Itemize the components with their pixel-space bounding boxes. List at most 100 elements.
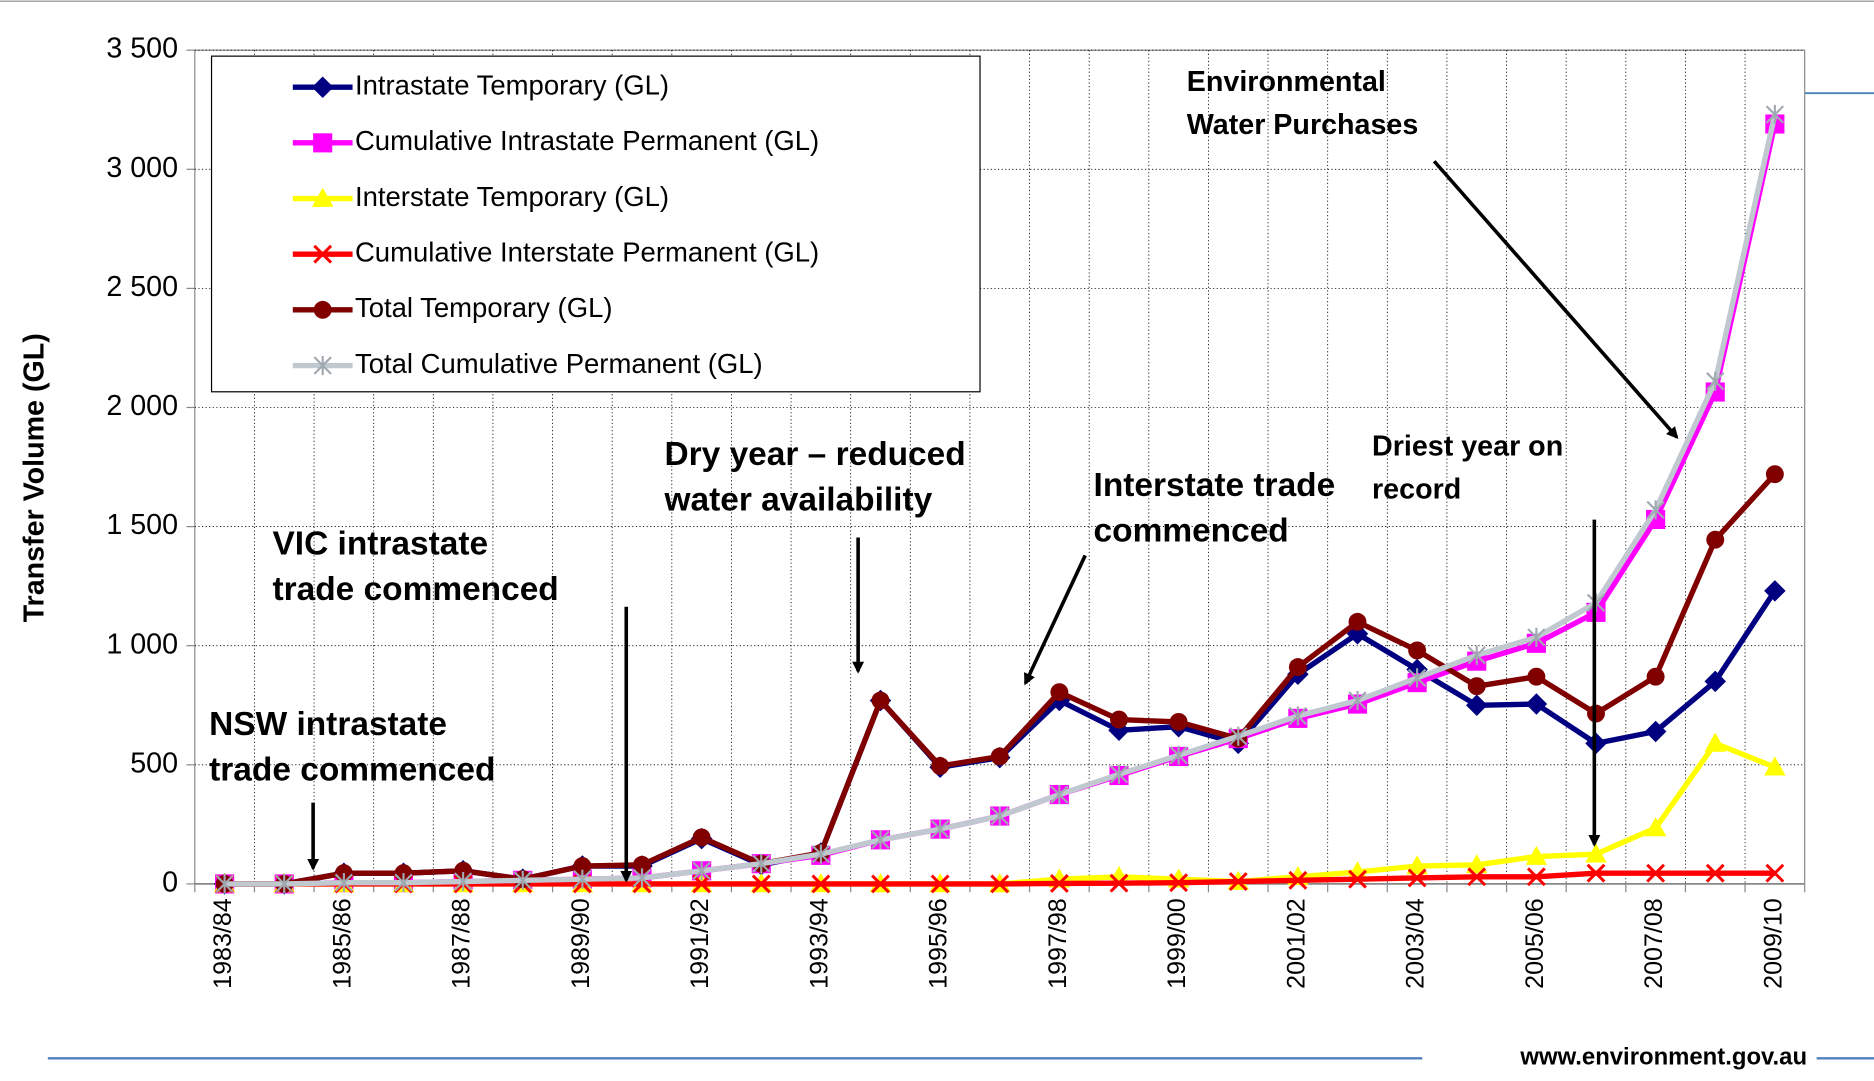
- marker-star: [334, 873, 353, 893]
- legend-label: Intrastate Temporary (GL): [355, 69, 669, 100]
- marker-circle: [1169, 712, 1188, 731]
- marker-circle: [931, 757, 950, 775]
- marker-star: [930, 819, 950, 839]
- marker-x: [1586, 863, 1606, 883]
- marker-circle: [313, 300, 332, 319]
- x-tick-label: 2001/02: [1282, 898, 1310, 989]
- marker-circle: [1765, 465, 1784, 484]
- x-tick-label: 1985/86: [328, 898, 356, 989]
- footer: www.environment.gov.au: [1519, 1044, 1807, 1071]
- marker-star: [692, 861, 711, 881]
- y-axis-title: Transfer Volume (GL): [18, 333, 50, 622]
- marker-star: [752, 854, 771, 874]
- annotation: VIC intrastate: [272, 526, 488, 563]
- x-tick-label: 1997/98: [1044, 898, 1072, 989]
- marker-star: [871, 830, 890, 850]
- marker-x: [1467, 867, 1487, 887]
- marker-x: [930, 874, 950, 894]
- annotation: Dry year – reduced: [665, 436, 966, 473]
- marker-star: [573, 869, 592, 889]
- marker-x: [1109, 873, 1129, 893]
- marker-diamond: [1465, 694, 1488, 717]
- y-tick-label: 1 500: [106, 509, 178, 541]
- marker-circle: [1646, 667, 1665, 686]
- x-tick-label: 2005/06: [1521, 898, 1549, 989]
- marker-star: [1765, 104, 1785, 125]
- series: [215, 104, 1785, 894]
- marker-triangle: [1406, 855, 1428, 875]
- marker-circle: [1706, 530, 1725, 549]
- x-tick-label: 1987/88: [448, 898, 476, 989]
- marker-star: [313, 355, 332, 376]
- marker-circle: [990, 747, 1009, 766]
- marker-triangle: [1108, 866, 1130, 886]
- legend-label: Interstate Temporary (GL): [355, 181, 669, 212]
- marker-diamond: [1704, 670, 1727, 693]
- annotation: commenced: [1094, 513, 1289, 550]
- marker-star: [453, 871, 473, 892]
- marker-circle: [1288, 658, 1307, 677]
- x-tick-label: 1991/92: [686, 898, 714, 989]
- marker-star: [1109, 764, 1129, 784]
- marker-triangle: [1644, 817, 1667, 837]
- marker-circle: [1408, 641, 1427, 660]
- marker-x: [1288, 870, 1308, 890]
- marker-x: [990, 874, 1010, 894]
- marker-star: [1407, 668, 1427, 688]
- x-tick-label: 1993/94: [805, 898, 833, 989]
- annotation: Environmental: [1187, 66, 1386, 98]
- legend-label: Total Cumulative Permanent (GL): [355, 348, 763, 379]
- annotation-arrow: [1023, 554, 1087, 686]
- marker-star: [1050, 785, 1069, 805]
- y-tick-label: 2 500: [106, 271, 178, 303]
- marker-star: [1646, 500, 1665, 520]
- marker-triangle: [1465, 854, 1488, 874]
- marker-star: [632, 868, 652, 888]
- annotation: trade commenced: [272, 571, 558, 608]
- marker-star: [394, 873, 413, 893]
- legend-label: Total Temporary (GL): [355, 292, 613, 323]
- y-tick-label: 3 500: [106, 33, 178, 65]
- marker-star: [1169, 745, 1188, 765]
- y-tick-label: 3 000: [106, 152, 178, 184]
- marker-star: [1229, 726, 1248, 746]
- marker-x: [692, 874, 712, 894]
- marker-star: [513, 870, 532, 890]
- annotation: record: [1372, 474, 1461, 506]
- y-tick-label: 0: [162, 866, 178, 898]
- marker-star: [1348, 690, 1367, 711]
- x-tick-label: 1999/00: [1163, 898, 1191, 989]
- marker-triangle: [1525, 845, 1548, 865]
- marker-triangle: [1704, 732, 1727, 752]
- x-tick-label: 1983/84: [209, 898, 237, 989]
- marker-star: [275, 874, 294, 894]
- marker-x: [1705, 863, 1725, 883]
- annotation-arrow: [1432, 160, 1679, 439]
- marker-circle: [1110, 710, 1128, 729]
- x-tick-label: 2007/08: [1640, 898, 1668, 989]
- legend-label: Cumulative Intrastate Permanent (GL): [355, 125, 819, 156]
- annotation: trade commenced: [209, 751, 495, 788]
- marker-x: [1765, 863, 1785, 883]
- x-tick-label: 1995/96: [925, 898, 953, 989]
- legend-label: Cumulative Interstate Permanent (GL): [355, 236, 819, 267]
- y-tick-label: 1 000: [106, 628, 178, 660]
- marker-x: [1526, 867, 1546, 887]
- marker-circle: [692, 828, 711, 847]
- marker-circle: [1050, 683, 1069, 702]
- marker-star: [1288, 706, 1307, 726]
- marker-circle: [871, 691, 890, 710]
- annotation: water availability: [664, 482, 933, 519]
- x-tick-label: 2003/04: [1402, 898, 1430, 989]
- marker-triangle: [1585, 843, 1607, 863]
- legend: [210, 55, 981, 393]
- x-tick-label: 2009/10: [1759, 898, 1787, 989]
- annotation: Driest year on: [1372, 431, 1563, 463]
- marker-circle: [573, 857, 592, 876]
- marker-x: [871, 874, 890, 894]
- marker-star: [1706, 371, 1725, 391]
- marker-x: [313, 244, 333, 264]
- annotation: Interstate trade: [1094, 467, 1336, 504]
- annotation: Water Purchases: [1187, 109, 1419, 141]
- marker-square: [313, 133, 333, 153]
